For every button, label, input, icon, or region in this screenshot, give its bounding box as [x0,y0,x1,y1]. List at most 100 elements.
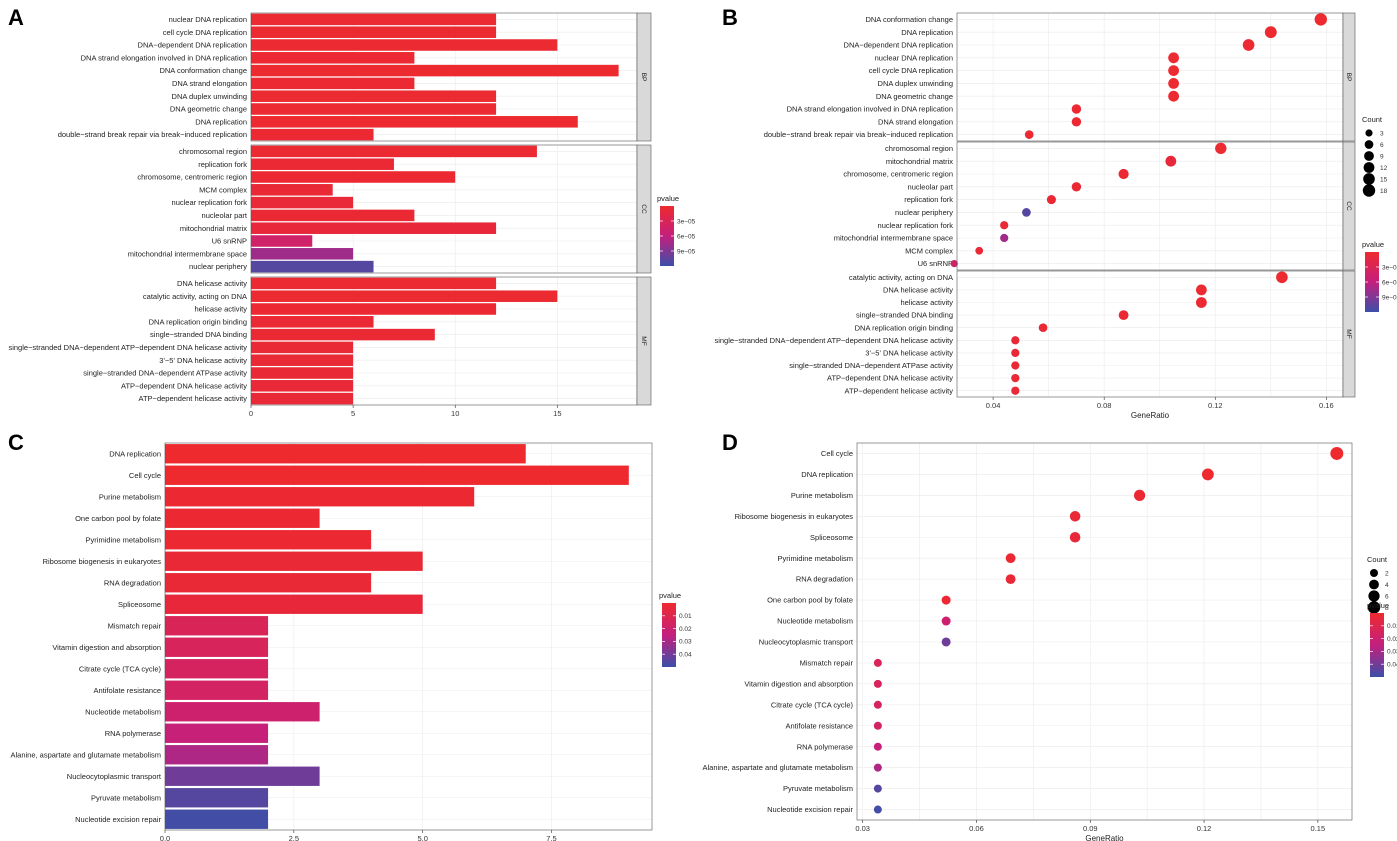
point-mitochondrial-matrix [1165,155,1177,167]
point-cell-cycle [1330,447,1344,460]
size-legend-dot [1368,590,1380,602]
category-label: nuclear DNA replication [875,53,953,62]
facet-mf: catalytic activity, acting on DNA DNA hel… [714,270,1356,398]
point-ribosome-biogenesis-in-eukaryotes [1069,511,1081,522]
category-label: replication fork [904,195,953,204]
point-pyrimidine-metabolism [1005,553,1016,564]
size-legend-dot [1367,601,1381,614]
category-label: MCM complex [199,185,247,194]
point-atp-dependent-dna-helicase-activity [1011,373,1020,383]
category-label: Nucleotide metabolism [85,707,161,716]
colorbar-label: 0.03 [679,639,692,646]
bar-atp-dependent-dna-helicase-activity [251,380,354,392]
bar-rna-polymerase [165,723,269,743]
panel-letter-d: D [722,430,738,455]
facet-strip [1342,141,1356,271]
category-label: DNA conformation change [865,15,953,24]
category-label: nucleolar part [908,182,954,191]
panel-letter-b: B [722,5,738,30]
bar-dna-replication-origin-binding [251,316,374,328]
bar-single-stranded-dna-binding [251,328,435,341]
facet-bp: DNA conformation change DNA replication DN… [764,12,1356,142]
category-label: DNA helicase activity [177,279,247,288]
point-single-stranded-dna-binding [1118,310,1129,321]
category-label: DNA geometric change [876,92,953,101]
pvalue-colorbar [662,603,676,667]
point-dna-strand-elongation [1071,117,1082,127]
x-tick-label: 0.06 [969,824,984,833]
category-label: Antifolate resistance [785,721,853,730]
size-legend-label: 8 [1385,605,1389,612]
pvalue-legend-title: pvalue [657,194,679,203]
bar-spliceosome [165,594,423,614]
category-label: nuclear DNA replication [169,15,247,24]
point-dna-duplex-unwinding [1168,78,1179,89]
facet-strip-label: CC [640,204,647,214]
bar-replication-fork [251,158,394,170]
category-label: mitochondrial matrix [180,224,247,233]
bar-nucleolar-part [251,209,415,222]
x-tick-label: 0.03 [855,824,870,833]
point-dna-replication [1201,468,1214,481]
category-label: DNA conformation change [159,66,247,75]
bar-citrate-cycle-tca-cycle [165,659,269,679]
category-label: Spliceosome [118,600,161,609]
category-label: DNA strand elongation involved in DNA re… [787,105,953,114]
bar-rna-degradation [165,573,372,593]
point-catalytic-activity-acting-on-dna [1276,271,1288,284]
category-label: Purine metabolism [99,492,161,501]
bar-dna-conformation-change [251,64,619,77]
x-axis: 0.0 2.5 5.0 7.5 [160,830,557,841]
category-label: Nucleocytoplasmic transport [67,772,162,781]
category-label: Alanine, aspartate and glutamate metabol… [10,750,161,759]
panel-letter-c: C [8,430,24,455]
category-label: single−stranded DNA−dependent ATPase act… [83,369,247,378]
size-legend-label: 9 [1380,153,1384,160]
x-tick-label: 0.12 [1208,401,1223,410]
bar-single-stranded-dna-dependent-atpase-activity [251,367,354,379]
x-tick-label: 5.0 [417,834,427,841]
bar-pyrimidine-metabolism [165,530,372,550]
plot-frame [164,442,653,831]
category-label: DNA replication [901,28,953,37]
x-axis: 0.03 0.06 0.09 0.12 0.15 GeneRatio [855,820,1325,841]
category-label: Citrate cycle (TCA cycle) [771,700,854,709]
colorbar-label: 0.04 [1387,662,1397,669]
size-legend-title: Count [1367,555,1388,564]
category-label: Nucleotide metabolism [777,617,853,626]
category-label: RNA degradation [104,578,161,587]
size-legend-dot [1363,162,1375,173]
point-dna-strand-elongation-involved-in-dna-replication [1071,104,1082,114]
category-label: 3'−5' DNA helicase activity [865,349,953,358]
size-legend-dot [1370,569,1378,577]
x-tick-label: 0.15 [1311,824,1326,833]
point-nucleolar-part [1071,182,1082,192]
point-single-stranded-dna-dependent-atp-dependent-dna-helicase-activity [1011,336,1020,345]
category-label: DNA helicase activity [883,286,953,295]
category-label: Nucleocytoplasmic transport [759,638,854,647]
size-legend-label: 6 [1380,142,1384,149]
category-label: U6 snRNP [918,259,953,268]
bar-mitochondrial-matrix [251,222,497,234]
facet-main: DNA replication Cell cycle Purine metaboli… [10,442,653,831]
pvalue-legend: pvalue 0.01 0.02 0.03 0.04 [1367,601,1397,677]
facet-strip [1342,270,1356,398]
point-one-carbon-pool-by-folate [941,595,951,605]
bar-3-5-dna-helicase-activity [251,354,354,366]
category-label: Nucleotide excision repair [767,805,853,814]
size-legend-label: 18 [1380,188,1388,195]
category-label: cell cycle DNA replication [163,28,247,37]
point-dna-helicase-activity [1195,284,1207,296]
category-label: DNA strand elongation [172,79,247,88]
bar-dna-strand-elongation [251,77,415,90]
point-dna-geometric-change [1168,90,1179,102]
facet-strip [636,144,652,274]
pvalue-legend-title: pvalue [1367,601,1389,610]
point-single-stranded-dna-dependent-atpase-activity [1011,361,1020,370]
point-helicase-activity [1195,297,1207,308]
category-label: Cell cycle [129,471,161,480]
size-legend-dot [1369,579,1379,590]
category-label: Antifolate resistance [93,686,161,695]
category-label: mitochondrial intermembrane space [834,234,953,243]
category-label: chromosome, centromeric region [137,173,247,182]
